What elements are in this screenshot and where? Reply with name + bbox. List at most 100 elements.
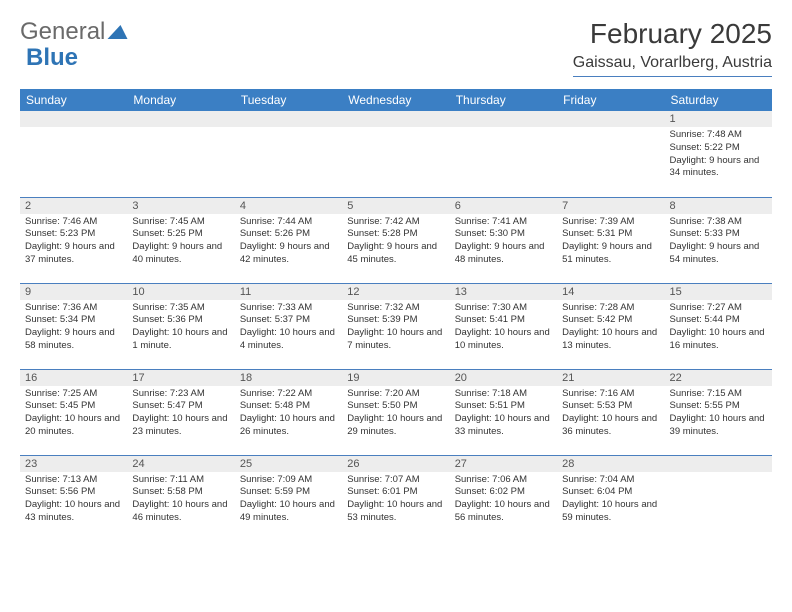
day-details: Sunrise: 7:16 AMSunset: 5:53 PMDaylight:…	[557, 386, 664, 443]
brand-part2: Blue	[26, 44, 78, 71]
calendar-day-cell: 17Sunrise: 7:23 AMSunset: 5:47 PMDayligh…	[127, 369, 234, 455]
calendar-week-row: 1Sunrise: 7:48 AMSunset: 5:22 PMDaylight…	[20, 111, 772, 197]
calendar-day-cell: 20Sunrise: 7:18 AMSunset: 5:51 PMDayligh…	[450, 369, 557, 455]
weekday-header: Wednesday	[342, 89, 449, 111]
day-details: Sunrise: 7:09 AMSunset: 5:59 PMDaylight:…	[235, 472, 342, 529]
day-number: 2	[20, 198, 127, 214]
calendar-day-cell: 8Sunrise: 7:38 AMSunset: 5:33 PMDaylight…	[665, 197, 772, 283]
day-details: Sunrise: 7:38 AMSunset: 5:33 PMDaylight:…	[665, 214, 772, 271]
sunrise-text: Sunrise: 7:04 AM	[562, 474, 659, 487]
sunrise-text: Sunrise: 7:15 AM	[670, 388, 767, 401]
sunset-text: Sunset: 5:36 PM	[132, 314, 229, 327]
daylight-text: Daylight: 10 hours and 29 minutes.	[347, 413, 444, 439]
daylight-text: Daylight: 10 hours and 33 minutes.	[455, 413, 552, 439]
day-number: 26	[342, 456, 449, 472]
calendar-day-cell: 27Sunrise: 7:06 AMSunset: 6:02 PMDayligh…	[450, 455, 557, 541]
sunset-text: Sunset: 5:42 PM	[562, 314, 659, 327]
daylight-text: Daylight: 10 hours and 26 minutes.	[240, 413, 337, 439]
day-details: Sunrise: 7:04 AMSunset: 6:04 PMDaylight:…	[557, 472, 664, 529]
calendar-table: SundayMondayTuesdayWednesdayThursdayFrid…	[20, 89, 772, 541]
sunset-text: Sunset: 6:04 PM	[562, 486, 659, 499]
calendar-day-cell: 5Sunrise: 7:42 AMSunset: 5:28 PMDaylight…	[342, 197, 449, 283]
calendar-day-cell	[235, 111, 342, 197]
day-details: Sunrise: 7:39 AMSunset: 5:31 PMDaylight:…	[557, 214, 664, 271]
daylight-text: Daylight: 10 hours and 59 minutes.	[562, 499, 659, 525]
sunset-text: Sunset: 5:28 PM	[347, 228, 444, 241]
brand-part1: General	[20, 18, 105, 46]
sunset-text: Sunset: 5:50 PM	[347, 400, 444, 413]
daylight-text: Daylight: 10 hours and 53 minutes.	[347, 499, 444, 525]
day-number: 6	[450, 198, 557, 214]
calendar-day-cell: 6Sunrise: 7:41 AMSunset: 5:30 PMDaylight…	[450, 197, 557, 283]
day-details: Sunrise: 7:15 AMSunset: 5:55 PMDaylight:…	[665, 386, 772, 443]
day-details: Sunrise: 7:36 AMSunset: 5:34 PMDaylight:…	[20, 300, 127, 357]
brand-part2-wrap: Blue	[26, 44, 78, 72]
day-number: 17	[127, 370, 234, 386]
sunrise-text: Sunrise: 7:22 AM	[240, 388, 337, 401]
daylight-text: Daylight: 10 hours and 1 minute.	[132, 327, 229, 353]
weekday-header: Monday	[127, 89, 234, 111]
sunrise-text: Sunrise: 7:32 AM	[347, 302, 444, 315]
weekday-header: Sunday	[20, 89, 127, 111]
sunset-text: Sunset: 5:51 PM	[455, 400, 552, 413]
daylight-text: Daylight: 9 hours and 45 minutes.	[347, 241, 444, 267]
day-details: Sunrise: 7:11 AMSunset: 5:58 PMDaylight:…	[127, 472, 234, 529]
calendar-day-cell	[557, 111, 664, 197]
day-number: 19	[342, 370, 449, 386]
day-number: 11	[235, 284, 342, 300]
sunrise-text: Sunrise: 7:39 AM	[562, 216, 659, 229]
sunrise-text: Sunrise: 7:36 AM	[25, 302, 122, 315]
daylight-text: Daylight: 9 hours and 34 minutes.	[670, 155, 767, 181]
day-number: 22	[665, 370, 772, 386]
day-number: 13	[450, 284, 557, 300]
sunset-text: Sunset: 5:56 PM	[25, 486, 122, 499]
day-number: 14	[557, 284, 664, 300]
calendar-day-cell: 22Sunrise: 7:15 AMSunset: 5:55 PMDayligh…	[665, 369, 772, 455]
weekday-header: Saturday	[665, 89, 772, 111]
day-details: Sunrise: 7:33 AMSunset: 5:37 PMDaylight:…	[235, 300, 342, 357]
day-details: Sunrise: 7:07 AMSunset: 6:01 PMDaylight:…	[342, 472, 449, 529]
sunrise-text: Sunrise: 7:16 AM	[562, 388, 659, 401]
daylight-text: Daylight: 10 hours and 36 minutes.	[562, 413, 659, 439]
day-number	[20, 111, 127, 127]
sunrise-text: Sunrise: 7:42 AM	[347, 216, 444, 229]
sunset-text: Sunset: 5:22 PM	[670, 142, 767, 155]
sunrise-text: Sunrise: 7:30 AM	[455, 302, 552, 315]
day-number: 18	[235, 370, 342, 386]
sunrise-text: Sunrise: 7:48 AM	[670, 129, 767, 142]
calendar-day-cell: 11Sunrise: 7:33 AMSunset: 5:37 PMDayligh…	[235, 283, 342, 369]
sunset-text: Sunset: 5:34 PM	[25, 314, 122, 327]
calendar-day-cell: 25Sunrise: 7:09 AMSunset: 5:59 PMDayligh…	[235, 455, 342, 541]
day-number	[665, 456, 772, 472]
daylight-text: Daylight: 10 hours and 23 minutes.	[132, 413, 229, 439]
daylight-text: Daylight: 9 hours and 40 minutes.	[132, 241, 229, 267]
sunset-text: Sunset: 5:37 PM	[240, 314, 337, 327]
day-number: 24	[127, 456, 234, 472]
brand-mark-icon	[108, 25, 131, 39]
day-details: Sunrise: 7:46 AMSunset: 5:23 PMDaylight:…	[20, 214, 127, 271]
calendar-week-row: 9Sunrise: 7:36 AMSunset: 5:34 PMDaylight…	[20, 283, 772, 369]
sunrise-text: Sunrise: 7:45 AM	[132, 216, 229, 229]
sunrise-text: Sunrise: 7:33 AM	[240, 302, 337, 315]
daylight-text: Daylight: 10 hours and 16 minutes.	[670, 327, 767, 353]
sunrise-text: Sunrise: 7:35 AM	[132, 302, 229, 315]
sunset-text: Sunset: 5:53 PM	[562, 400, 659, 413]
day-details: Sunrise: 7:44 AMSunset: 5:26 PMDaylight:…	[235, 214, 342, 271]
brand-logo: General	[20, 18, 129, 46]
calendar-day-cell: 28Sunrise: 7:04 AMSunset: 6:04 PMDayligh…	[557, 455, 664, 541]
calendar-day-cell: 19Sunrise: 7:20 AMSunset: 5:50 PMDayligh…	[342, 369, 449, 455]
day-number: 21	[557, 370, 664, 386]
calendar-day-cell: 2Sunrise: 7:46 AMSunset: 5:23 PMDaylight…	[20, 197, 127, 283]
daylight-text: Daylight: 10 hours and 20 minutes.	[25, 413, 122, 439]
day-details: Sunrise: 7:32 AMSunset: 5:39 PMDaylight:…	[342, 300, 449, 357]
day-details: Sunrise: 7:28 AMSunset: 5:42 PMDaylight:…	[557, 300, 664, 357]
daylight-text: Daylight: 10 hours and 10 minutes.	[455, 327, 552, 353]
sunset-text: Sunset: 5:58 PM	[132, 486, 229, 499]
day-number: 16	[20, 370, 127, 386]
daylight-text: Daylight: 10 hours and 46 minutes.	[132, 499, 229, 525]
day-number	[235, 111, 342, 127]
sunset-text: Sunset: 5:59 PM	[240, 486, 337, 499]
sunset-text: Sunset: 5:39 PM	[347, 314, 444, 327]
day-number: 9	[20, 284, 127, 300]
day-number: 7	[557, 198, 664, 214]
